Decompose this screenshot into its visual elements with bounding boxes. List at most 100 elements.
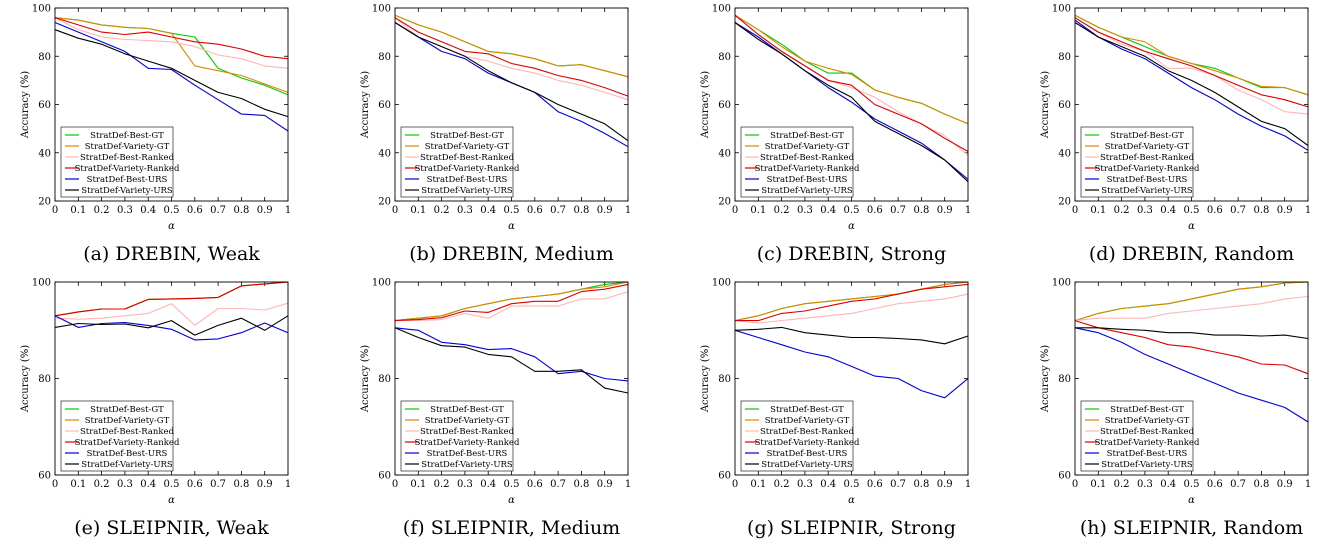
series-line-stratdef-variety-urs xyxy=(734,22,969,183)
series-line-stratdef-best-ranked xyxy=(394,17,629,101)
series-line-stratdef-best-urs xyxy=(1074,327,1309,423)
legend-entry: StratDef-Variety-Ranked xyxy=(755,438,860,448)
legend-entry: StratDef-Best-URS xyxy=(1107,449,1188,459)
x-tick-label: 0.4 xyxy=(1160,479,1176,490)
x-tick-label: 1 xyxy=(965,479,971,490)
x-tick-label: 0.1 xyxy=(410,479,426,490)
y-tick-label: 100 xyxy=(1052,278,1071,289)
x-tick-label: 0.7 xyxy=(1230,205,1246,216)
legend-entry: StratDef-Variety-Ranked xyxy=(75,164,180,174)
y-tick-label: 80 xyxy=(1058,52,1071,63)
x-tick-label: 0.5 xyxy=(164,479,180,490)
x-tick-label: 0.5 xyxy=(164,205,180,216)
x-tick-label: 0.4 xyxy=(820,479,836,490)
x-tick-label: 0.4 xyxy=(820,205,836,216)
x-tick-label: 0.8 xyxy=(233,205,249,216)
x-axis-label: α xyxy=(1188,221,1195,232)
x-tick-label: 0.9 xyxy=(597,479,613,490)
x-tick-label: 0.1 xyxy=(1090,479,1106,490)
series-line-stratdef-variety-gt xyxy=(394,281,629,322)
legend-entry: StratDef-Best-Ranked xyxy=(1100,153,1195,163)
y-tick-label: 60 xyxy=(718,100,731,111)
x-tick-label: 0.6 xyxy=(867,205,883,216)
x-tick-label: 0.9 xyxy=(937,479,953,490)
y-tick-label: 20 xyxy=(378,197,391,208)
legend-box xyxy=(740,126,854,198)
panel-caption: (c) DREBIN, Strong xyxy=(757,243,946,265)
legend-entry: StratDef-Variety-GT xyxy=(425,142,510,152)
x-tick-label: 1 xyxy=(625,205,631,216)
x-tick-label: 1 xyxy=(285,205,291,216)
x-tick-label: 0.8 xyxy=(913,479,929,490)
legend-entry: StratDef-Variety-URS xyxy=(81,460,173,470)
x-tick-label: 0.3 xyxy=(1137,205,1153,216)
series-line-stratdef-best-ranked xyxy=(1074,295,1309,322)
x-tick-label: 0.6 xyxy=(867,479,883,490)
legend-entry: StratDef-Best-GT xyxy=(770,131,844,141)
legend: StratDef-Best-GTStratDef-Variety-GTStrat… xyxy=(740,400,860,472)
legend-entry: StratDef-Best-Ranked xyxy=(760,427,855,437)
x-tick-label: 0.8 xyxy=(573,479,589,490)
series-line-stratdef-variety-gt xyxy=(734,14,969,125)
y-tick-label: 80 xyxy=(38,52,51,63)
y-tick-label: 80 xyxy=(1058,374,1071,385)
x-axis-label: α xyxy=(508,221,515,232)
y-axis-label: Accuracy (%) xyxy=(20,71,31,139)
legend-entry: StratDef-Variety-Ranked xyxy=(755,164,860,174)
series-line-stratdef-variety-ranked xyxy=(394,17,629,97)
series-line-stratdef-variety-gt xyxy=(54,17,289,93)
series-line-stratdef-variety-urs xyxy=(734,326,969,345)
series-line-stratdef-variety-gt xyxy=(1074,281,1309,322)
panel-caption: (h) SLEIPNIR, Random xyxy=(1080,517,1303,539)
y-axis-label: Accuracy (%) xyxy=(700,345,711,413)
x-tick-label: 0 xyxy=(392,205,398,216)
legend-entry: StratDef-Variety-Ranked xyxy=(75,438,180,448)
x-axis-label: α xyxy=(508,495,515,506)
legend-entry: StratDef-Best-Ranked xyxy=(420,153,515,163)
series-line-stratdef-best-ranked xyxy=(54,302,289,326)
plot-frame xyxy=(54,7,289,202)
x-tick-label: 0.7 xyxy=(210,205,226,216)
x-tick-label: 0.8 xyxy=(573,205,589,216)
y-tick-label: 100 xyxy=(712,4,731,15)
legend-entry: StratDef-Best-GT xyxy=(90,405,164,415)
legend-entry: StratDef-Best-Ranked xyxy=(80,427,175,437)
x-tick-label: 0.3 xyxy=(117,479,133,490)
x-tick-label: 0.1 xyxy=(1090,205,1106,216)
x-tick-label: 0.5 xyxy=(1184,479,1200,490)
legend-entry: StratDef-Best-GT xyxy=(770,405,844,415)
y-axis-label: Accuracy (%) xyxy=(360,71,371,139)
legend: StratDef-Best-GTStratDef-Variety-GTStrat… xyxy=(400,400,520,472)
panel-caption: (f) SLEIPNIR, Medium xyxy=(403,517,620,539)
x-tick-label: 0.9 xyxy=(257,479,273,490)
x-axis-label: α xyxy=(848,495,855,506)
y-tick-label: 80 xyxy=(718,52,731,63)
legend-entry: StratDef-Best-GT xyxy=(1110,405,1184,415)
panel-caption: (g) SLEIPNIR, Strong xyxy=(747,517,956,539)
x-tick-label: 0.6 xyxy=(1207,479,1223,490)
legend-entry: StratDef-Best-Ranked xyxy=(1100,427,1195,437)
panel-caption: (e) SLEIPNIR, Weak xyxy=(74,517,269,539)
series-line-stratdef-variety-ranked xyxy=(735,283,969,322)
chart-panel-8: 60 80 100 0 0.1 0.2 0.3 0.4 0.5 0.6 0.7 0.8 0.9 1 α Acc… xyxy=(1040,278,1311,540)
y-tick-label: 100 xyxy=(372,4,391,15)
x-tick-label: 0.5 xyxy=(1184,205,1200,216)
legend-entry: StratDef-Best-URS xyxy=(1107,175,1188,185)
y-tick-label: 100 xyxy=(1052,4,1071,15)
x-tick-label: 0.1 xyxy=(410,205,426,216)
legend-entry: StratDef-Best-URS xyxy=(427,175,508,185)
series-line-stratdef-best-urs xyxy=(54,21,289,132)
y-tick-label: 20 xyxy=(1058,197,1071,208)
x-tick-label: 0.2 xyxy=(1114,479,1130,490)
legend-entry: StratDef-Variety-Ranked xyxy=(1095,438,1200,448)
x-tick-label: 0.6 xyxy=(527,479,543,490)
panel-caption: (d) DREBIN, Random xyxy=(1089,243,1294,265)
x-tick-label: 0.8 xyxy=(913,205,929,216)
x-tick-label: 0.6 xyxy=(187,479,203,490)
y-tick-label: 40 xyxy=(38,148,51,159)
x-tick-label: 0 xyxy=(1072,205,1078,216)
x-tick-label: 1 xyxy=(1305,479,1311,490)
y-tick-label: 60 xyxy=(378,471,391,482)
x-tick-label: 1 xyxy=(965,205,971,216)
